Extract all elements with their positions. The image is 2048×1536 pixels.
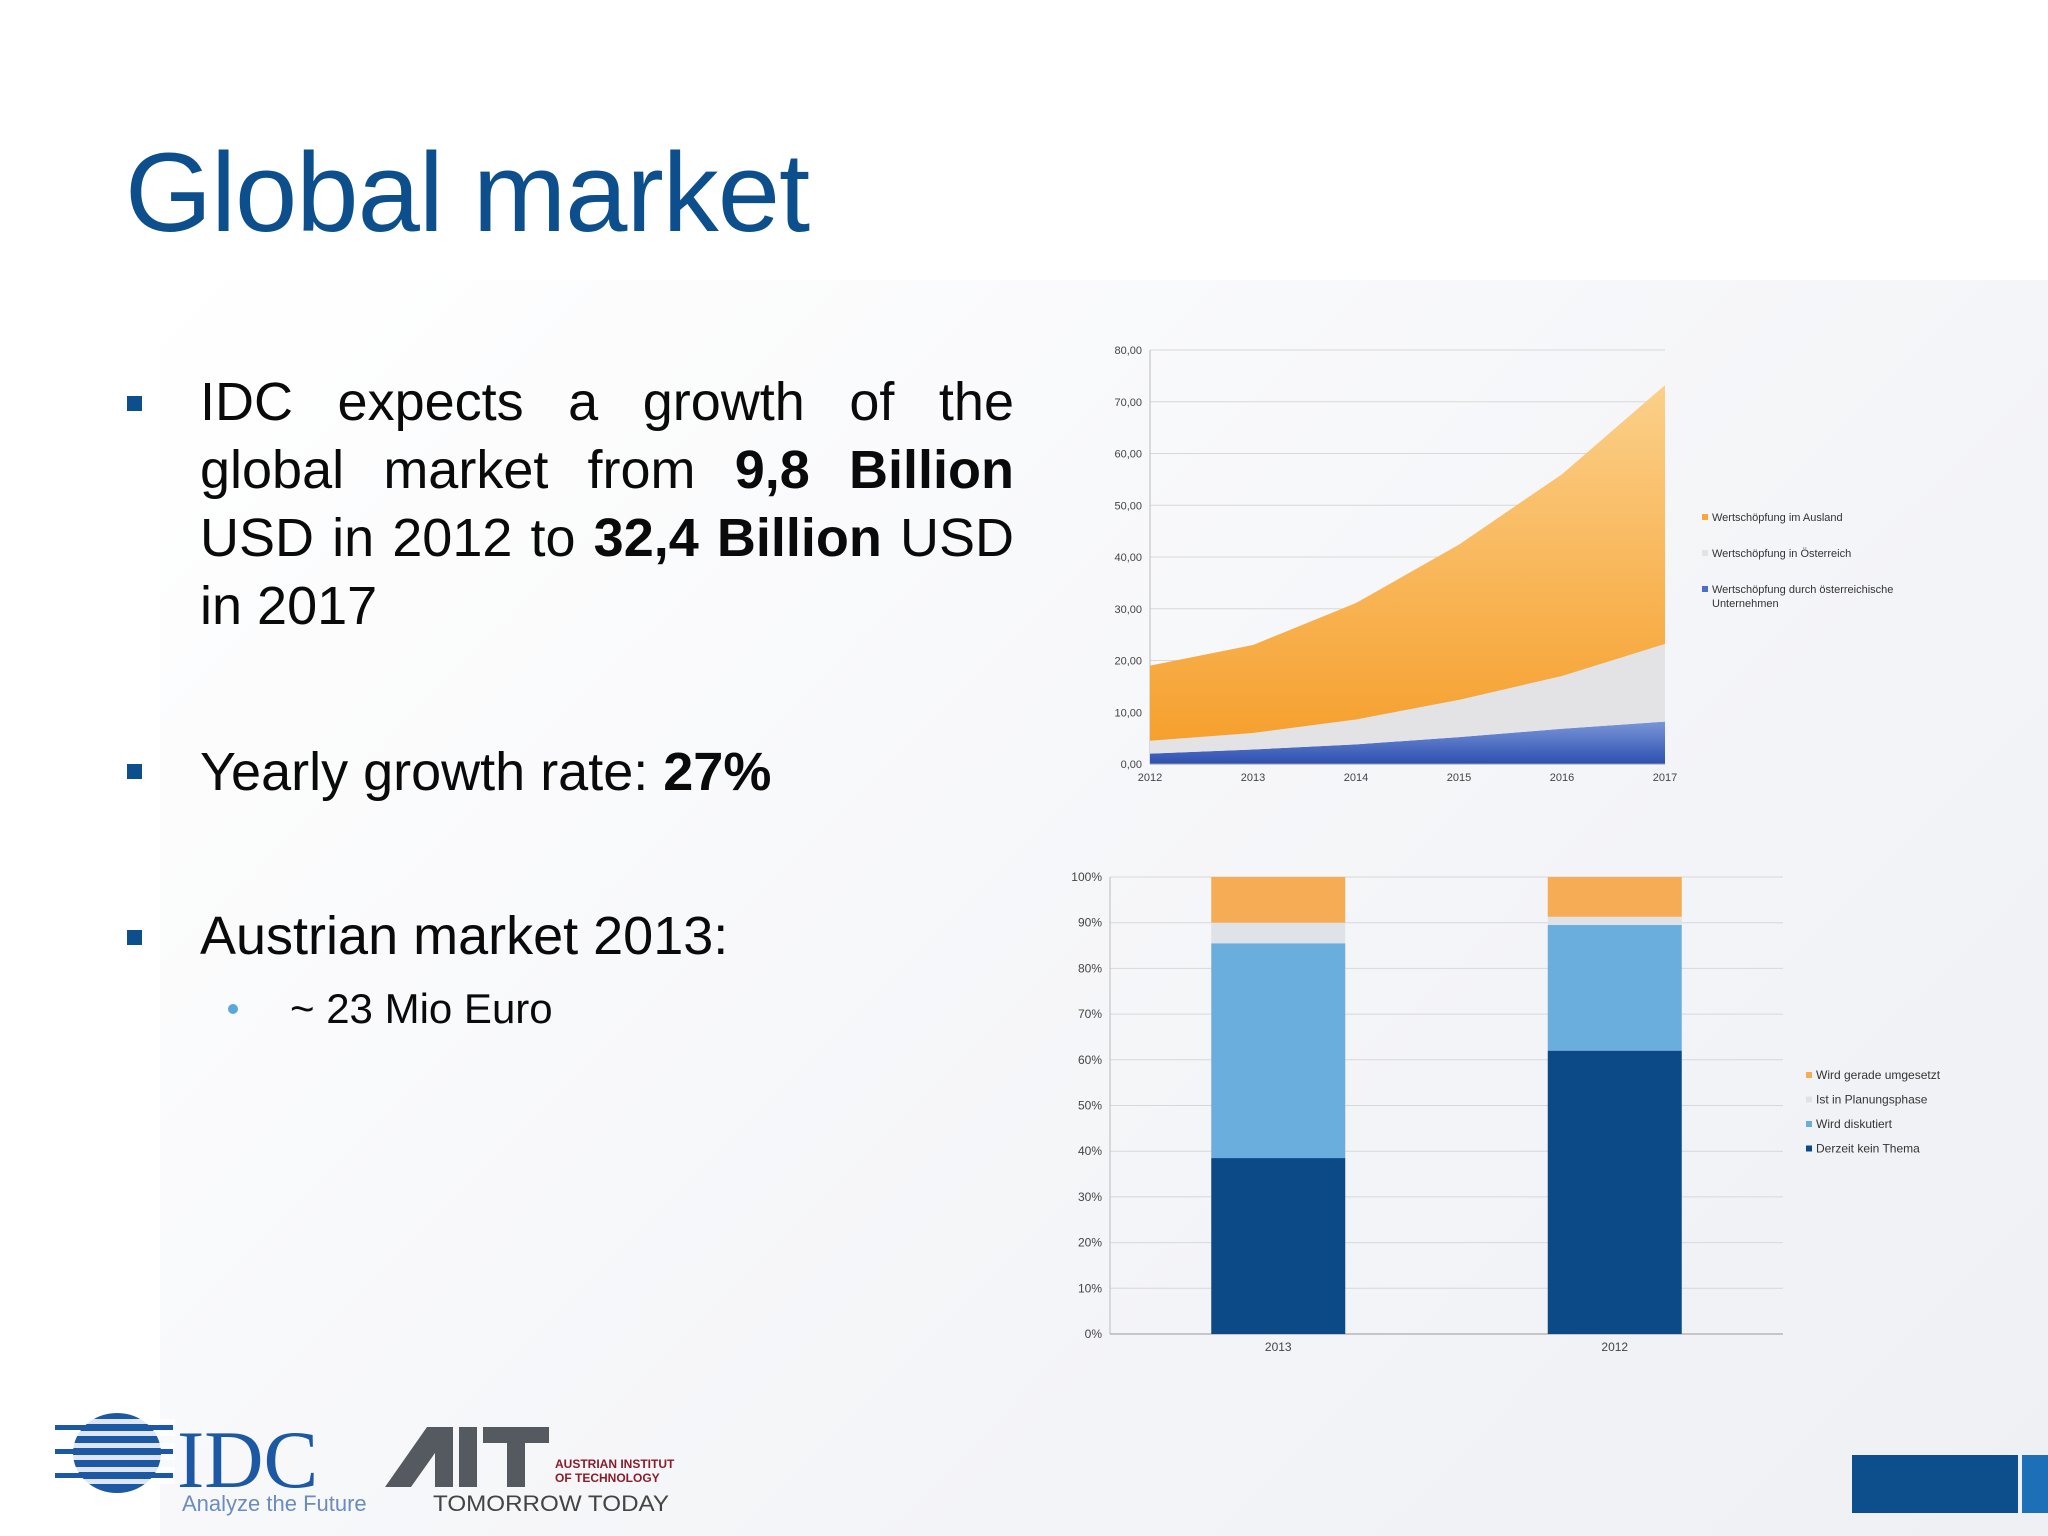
logo-bar: IDC Analyze the Future AUSTRIAN INSTITUT… (55, 1413, 675, 1516)
y-tick-label: 40,00 (1114, 552, 1142, 564)
bullet-text: Yearly growth rate: (200, 742, 664, 802)
bullet-austrian-market: Austrian market 2013: (200, 902, 1020, 970)
y-tick-label: 20% (1078, 1236, 1102, 1250)
y-tick-label: 30,00 (1114, 604, 1142, 616)
bullet-marker (127, 396, 142, 411)
area-chart: 0,00 10,00 20,00 30,00 40,00 50,00 60,00 70,00 8… (1114, 345, 1893, 784)
x-tick-label: 2013 (1241, 772, 1265, 784)
bullet-marker (127, 764, 142, 779)
y-tick-label: 90% (1078, 916, 1102, 930)
bar-segment (1211, 1158, 1346, 1334)
y-tick-label: 100% (1071, 870, 1102, 884)
x-tick-label: 2012 (1138, 772, 1162, 784)
legend-label: Wertschöpfung in Österreich (1712, 548, 1851, 560)
legend-label: Wird diskutiert (1816, 1117, 1893, 1131)
bullet-value-2017: 32,4 Billion (593, 508, 882, 568)
ait-logo-text: AUSTRIAN INSTITUTE (555, 1457, 675, 1471)
legend-label: Wertschöpfung durch österreichische (1712, 584, 1893, 596)
y-tick-label: 40% (1078, 1144, 1102, 1158)
y-tick-label: 70% (1078, 1007, 1102, 1021)
legend-swatch (1702, 586, 1708, 592)
x-tick-label: 2012 (1601, 1340, 1628, 1354)
x-tick-label: 2013 (1265, 1340, 1292, 1354)
bullet-text: USD in 2017 (200, 508, 1015, 636)
legend-label: Unternehmen (1712, 598, 1779, 610)
bar-segment (1211, 922, 1346, 944)
bullet-value-2012: 9,8 Billion (734, 440, 1014, 500)
x-tick-label: 2014 (1344, 772, 1368, 784)
legend-swatch (1702, 514, 1708, 520)
ait-logo-mark (385, 1427, 453, 1487)
bullet-text: IDC expects a growth of the global marke… (200, 372, 1014, 500)
y-tick-label: 60% (1078, 1053, 1102, 1067)
bullet-growth-rate: Yearly growth rate: 27% (200, 738, 1020, 806)
legend-label: Ist in Planungsphase (1816, 1093, 1928, 1107)
idc-globe-icon (55, 1413, 175, 1493)
slide-background (160, 280, 2048, 1536)
legend-swatch (1806, 1121, 1812, 1127)
y-tick-label: 20,00 (1114, 656, 1142, 668)
ait-logo-text: OF TECHNOLOGY (555, 1471, 660, 1485)
y-tick-label: 50% (1078, 1099, 1102, 1113)
bullet-market-growth: IDC expects a growth of the global marke… (200, 368, 1014, 640)
sub-bullet-marker (228, 1004, 238, 1014)
bullet-text: USD in 2012 to (200, 508, 594, 568)
ait-logo: AUSTRIAN INSTITUTE OF TECHNOLOGY TOMORRO… (385, 1427, 675, 1516)
corner-accent-bar (1852, 1455, 2018, 1513)
y-tick-label: 30% (1078, 1190, 1102, 1204)
corner-accent-bar-edge (2022, 1455, 2048, 1513)
x-tick-label: 2017 (1653, 772, 1677, 784)
stacked-bar-chart: 0% 10% 20% 30% 40% 50% 60% 70% 80% 90% 100% 2013 201… (1071, 870, 1941, 1354)
y-tick-label: 80,00 (1114, 345, 1142, 357)
y-tick-label: 10,00 (1114, 707, 1142, 719)
page-title: Global market (125, 130, 810, 255)
bar-segment (1547, 1050, 1682, 1334)
y-tick-label: 70,00 (1114, 397, 1142, 409)
y-tick-label: 0,00 (1121, 759, 1142, 771)
x-tick-label: 2016 (1550, 772, 1574, 784)
bar-segment (1211, 877, 1346, 923)
bullet-text: Austrian market 2013: (200, 906, 729, 966)
legend-label: Derzeit kein Thema (1816, 1142, 1920, 1156)
bullet-rate-value: 27% (663, 742, 772, 802)
bullet-marker (127, 930, 142, 945)
bar-segment (1547, 877, 1682, 917)
ait-tagline: TOMORROW TODAY (433, 1491, 669, 1516)
y-tick-label: 10% (1078, 1281, 1102, 1295)
bar-segment (1211, 943, 1346, 1159)
area-series-1 (1150, 721, 1665, 764)
idc-logo-text: IDC (177, 1414, 318, 1505)
bar-segment (1547, 924, 1682, 1051)
legend-swatch (1702, 550, 1708, 556)
idc-logo: IDC Analyze the Future (55, 1413, 367, 1516)
sub-bullet-austrian-value: ~ 23 Mio Euro (290, 985, 553, 1032)
bar-segment (1547, 916, 1682, 925)
legend-label: Wird gerade umgesetzt (1816, 1068, 1941, 1082)
x-tick-label: 2015 (1447, 772, 1471, 784)
y-tick-label: 80% (1078, 961, 1102, 975)
area-series-3 (1150, 385, 1665, 741)
area-series-2 (1150, 643, 1665, 754)
legend-label: Wertschöpfung im Ausland (1712, 512, 1843, 524)
legend-swatch (1806, 1096, 1812, 1103)
legend-swatch (1806, 1145, 1812, 1152)
idc-tagline: Analyze the Future (182, 1491, 367, 1516)
legend-swatch (1806, 1072, 1812, 1078)
y-tick-label: 60,00 (1114, 449, 1142, 461)
y-tick-label: 0% (1085, 1327, 1103, 1341)
y-tick-label: 50,00 (1114, 500, 1142, 512)
